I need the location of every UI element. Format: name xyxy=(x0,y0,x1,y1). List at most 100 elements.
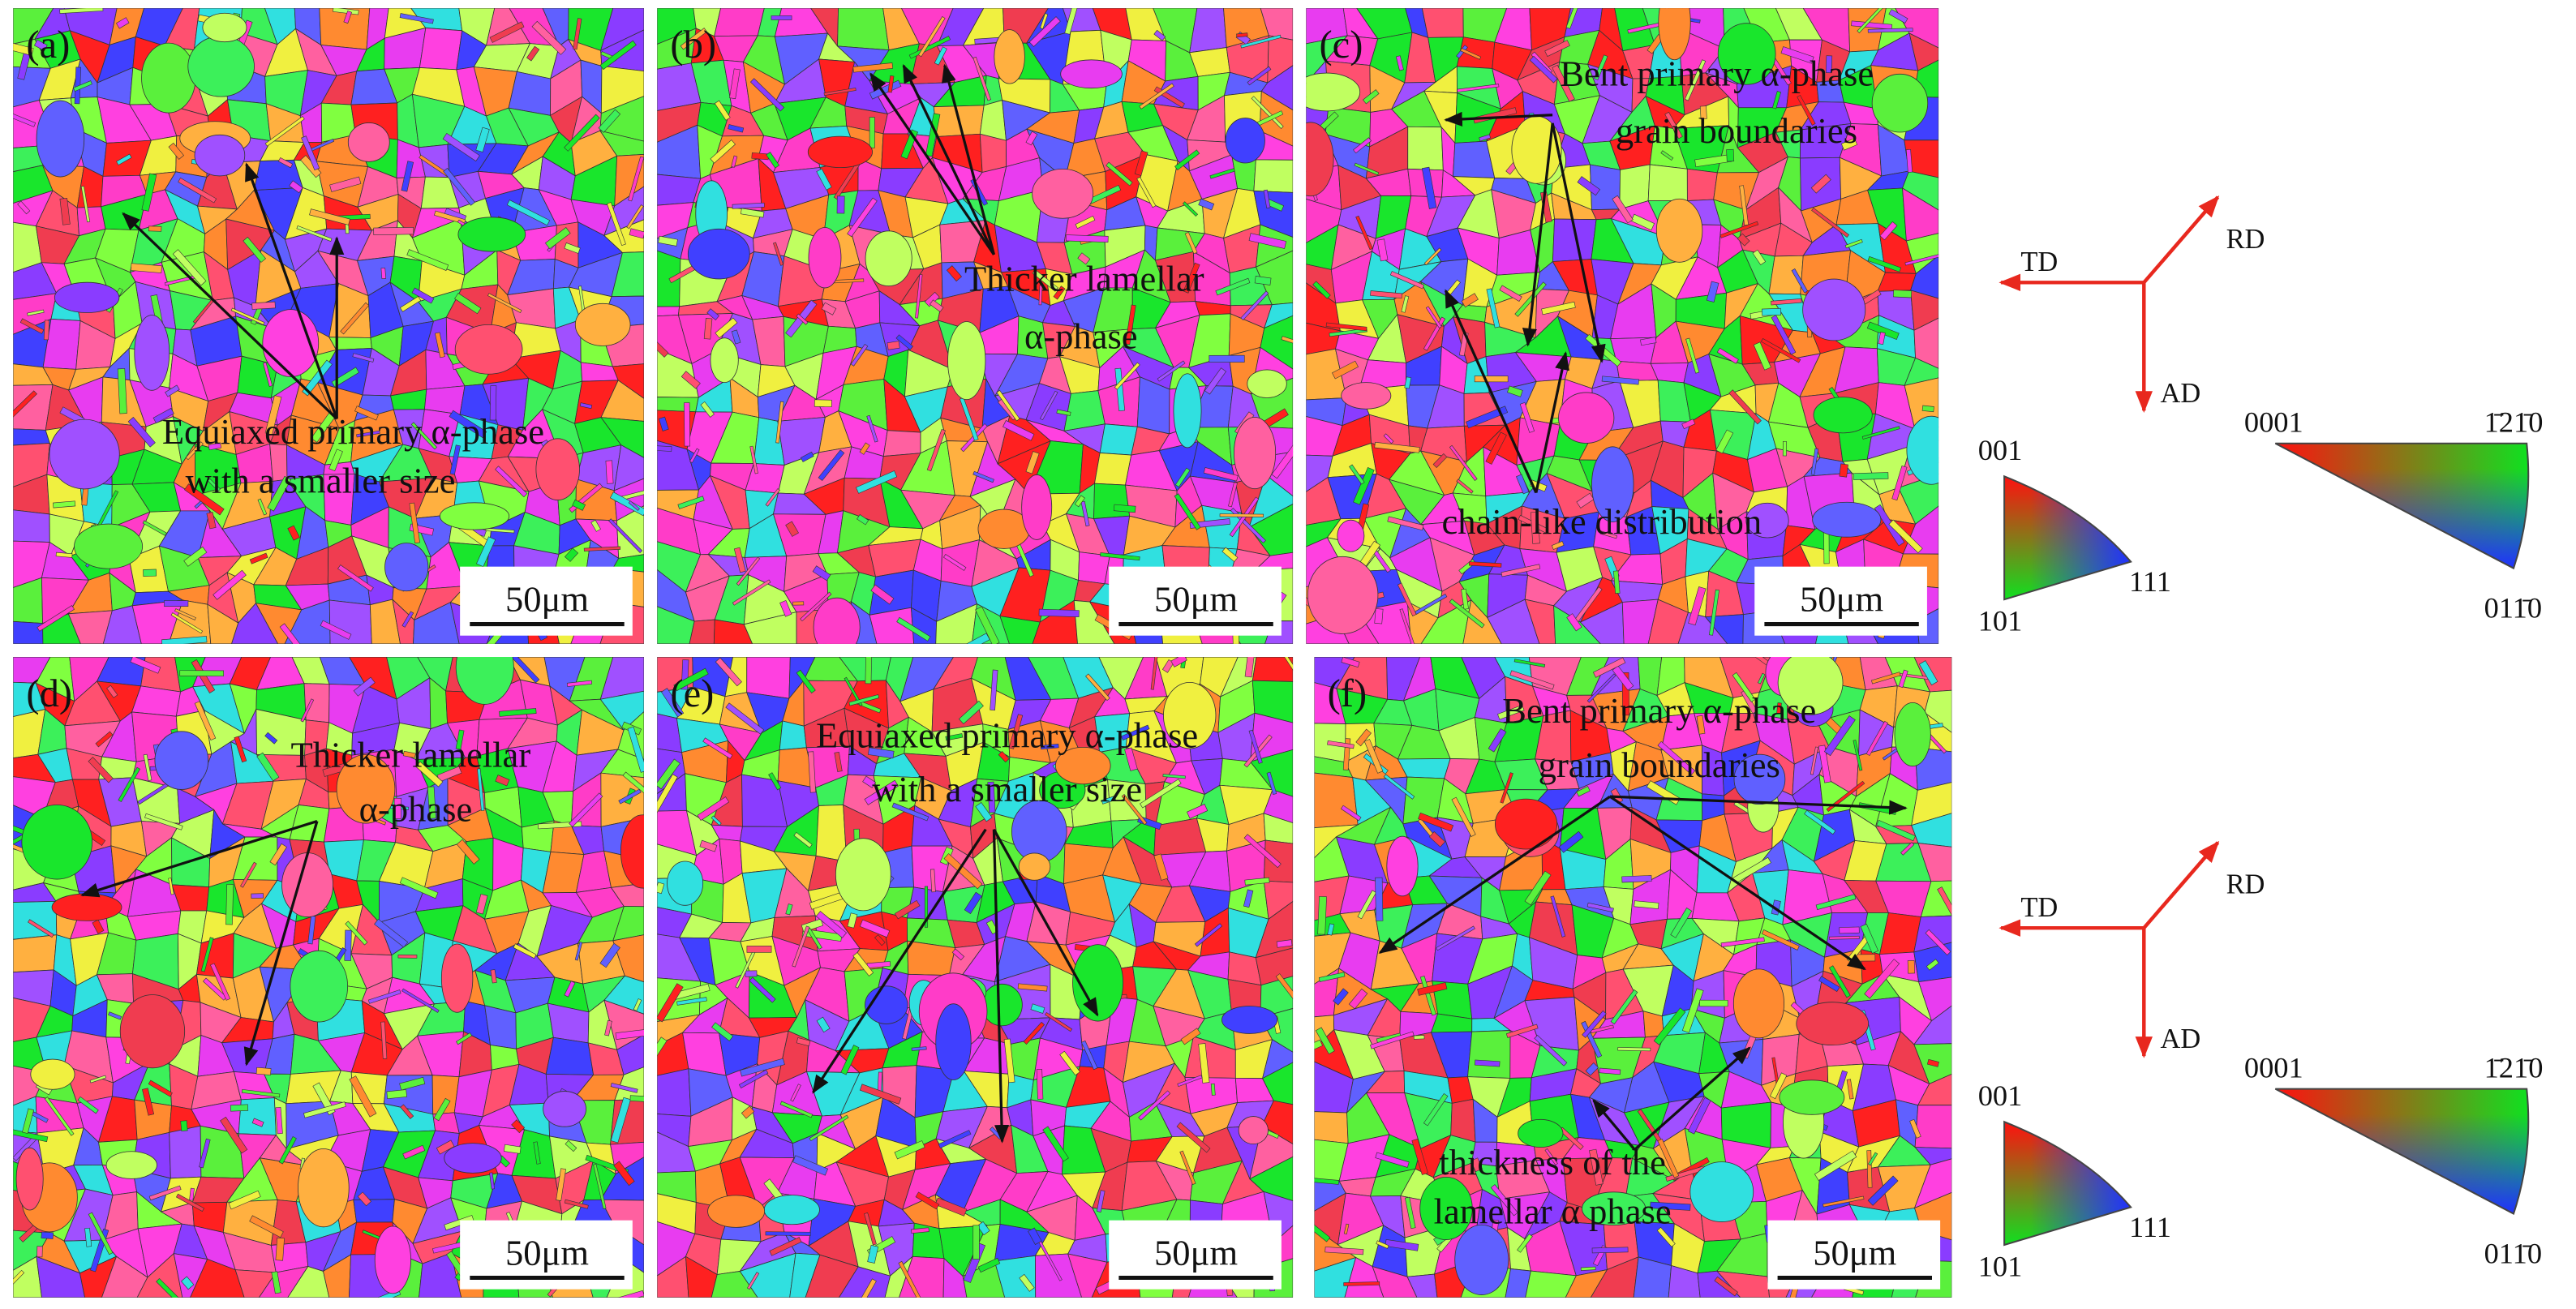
lamella xyxy=(934,1197,968,1217)
grain xyxy=(369,599,401,644)
lamella xyxy=(745,970,758,977)
ebsd-map xyxy=(657,8,1294,644)
grain xyxy=(1913,1005,1952,1045)
grain xyxy=(599,8,644,52)
lamella xyxy=(476,536,496,568)
lamella xyxy=(926,428,946,472)
lamella xyxy=(574,942,583,961)
grain xyxy=(353,1199,395,1223)
grain xyxy=(13,934,58,973)
lamella xyxy=(732,202,765,209)
lamella xyxy=(213,569,247,600)
lamella xyxy=(208,442,222,451)
grain xyxy=(994,1255,1037,1298)
lamella xyxy=(689,448,700,463)
ipf-label: 001 xyxy=(1978,434,2023,466)
lamella xyxy=(1797,95,1816,126)
lamella xyxy=(1501,564,1541,577)
large-grain xyxy=(119,994,186,1069)
lamella xyxy=(715,317,738,339)
lamella xyxy=(1599,530,1618,539)
lamella xyxy=(844,676,863,706)
lamella xyxy=(869,117,875,148)
lamella xyxy=(766,152,780,169)
grain xyxy=(1249,1156,1294,1202)
lamella xyxy=(1762,307,1782,316)
grain xyxy=(1421,8,1464,38)
lamella xyxy=(455,1032,473,1045)
lamella xyxy=(1714,1276,1738,1297)
lamella xyxy=(870,584,895,605)
lamella xyxy=(1601,376,1639,385)
lamella xyxy=(626,204,644,230)
lamella xyxy=(1918,660,1938,686)
grain xyxy=(1704,614,1744,644)
lamella xyxy=(399,13,434,24)
lamella xyxy=(749,445,758,474)
lamella xyxy=(731,329,741,345)
lamella xyxy=(277,157,294,169)
lamella xyxy=(161,636,208,644)
lamella xyxy=(13,390,37,421)
arrow xyxy=(869,72,995,255)
lamella xyxy=(1374,441,1420,453)
lamella xyxy=(1355,215,1373,251)
lamella xyxy=(206,512,217,530)
lamella xyxy=(1329,328,1367,337)
lamella xyxy=(1810,746,1818,775)
lamella xyxy=(1324,1247,1364,1255)
large-grain xyxy=(1021,474,1053,540)
lamella xyxy=(1640,337,1657,346)
large-grain xyxy=(36,100,85,178)
lamella xyxy=(22,1108,35,1134)
lamella xyxy=(33,39,48,51)
grain xyxy=(102,605,142,644)
grain xyxy=(1255,947,1294,986)
large-grain xyxy=(1247,369,1287,398)
lamella xyxy=(1187,804,1209,819)
lamella xyxy=(599,942,620,968)
lamella xyxy=(320,620,352,640)
lamella xyxy=(996,389,1020,422)
grain xyxy=(303,683,330,723)
lamella xyxy=(1486,288,1501,328)
lamella xyxy=(1370,290,1403,299)
lamella xyxy=(1399,608,1417,644)
large-grain xyxy=(1812,501,1882,538)
lamella xyxy=(44,1097,75,1136)
scale-bar-label: 50μm xyxy=(505,1232,589,1273)
ipf-label: 111 xyxy=(2129,565,2171,598)
grain xyxy=(1917,843,1952,882)
lamella xyxy=(1244,657,1256,678)
lamella xyxy=(1121,793,1148,826)
large-grain xyxy=(1494,798,1558,850)
ebsd-map xyxy=(13,8,644,644)
annotation: lamellar α phase xyxy=(1434,1191,1672,1232)
annotation: with a smaller size xyxy=(872,769,1142,809)
lamella xyxy=(1276,939,1293,948)
lamella xyxy=(1138,1090,1171,1121)
lamella xyxy=(1125,304,1136,345)
lamella xyxy=(1318,972,1346,982)
lamella xyxy=(1893,290,1913,298)
lamella xyxy=(862,775,876,788)
lamella xyxy=(610,1083,638,1093)
grain xyxy=(935,603,977,644)
lamella xyxy=(275,1106,283,1135)
lamella xyxy=(230,307,265,325)
axis-label: TD xyxy=(2020,247,2058,277)
large-grain xyxy=(187,36,255,97)
lamella xyxy=(533,1141,541,1165)
lamella xyxy=(657,444,672,452)
grain xyxy=(657,606,695,644)
lamella xyxy=(1753,341,1771,371)
large-grain xyxy=(947,321,986,401)
lamella xyxy=(1876,819,1916,842)
arrow xyxy=(245,162,338,419)
lamella xyxy=(565,1139,577,1152)
lamella xyxy=(28,919,54,938)
grain xyxy=(1904,357,1939,386)
cubic-ipf-overlay xyxy=(2003,474,2132,601)
lamella xyxy=(1853,740,1863,771)
lamella xyxy=(264,116,305,147)
